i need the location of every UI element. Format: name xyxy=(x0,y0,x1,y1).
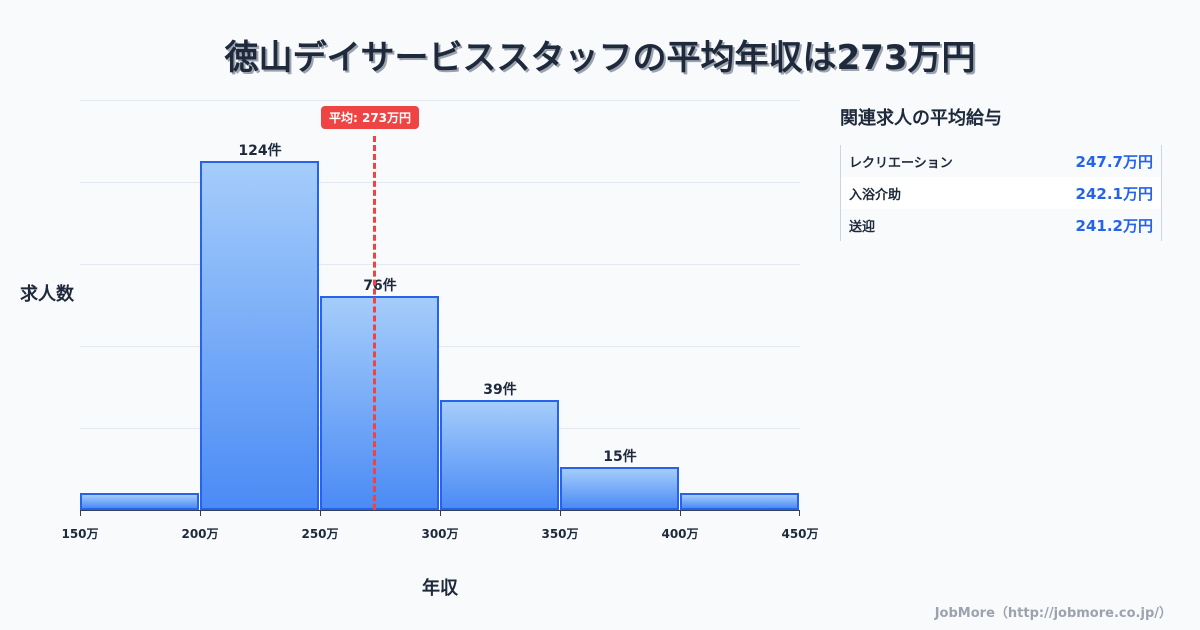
related-salary-row: 入浴介助 242.1万円 xyxy=(841,177,1161,209)
page-title: 徳山デイサービススタッフの平均年収は273万円 xyxy=(224,38,976,78)
y-axis-label: 求人数 xyxy=(20,284,74,305)
bar-300-350 xyxy=(440,400,559,510)
x-tick xyxy=(440,510,441,516)
job-tag-name: レクリエーション xyxy=(849,155,953,171)
x-tick xyxy=(799,510,800,516)
job-tag-name: 送迎 xyxy=(849,219,876,235)
job-tag-salary: 242.1万円 xyxy=(1075,184,1153,203)
x-tick-label: 150万 xyxy=(61,527,99,541)
bar-label: 124件 xyxy=(238,143,282,159)
job-tag-salary: 241.2万円 xyxy=(1075,216,1153,235)
job-tag-name: 入浴介助 xyxy=(849,187,902,203)
bar-250-300 xyxy=(320,296,439,510)
bar-label: 39件 xyxy=(483,382,517,398)
gridline xyxy=(80,264,800,265)
bar-200-250 xyxy=(200,161,319,510)
x-tick-label: 400万 xyxy=(661,527,699,541)
x-axis-label: 年収 xyxy=(422,578,458,599)
average-line xyxy=(373,136,376,510)
x-tick xyxy=(680,510,681,516)
x-tick xyxy=(320,510,321,516)
histogram-plot: 124件 76件 39件 15件 平均: 273万円 xyxy=(80,100,800,516)
gridline xyxy=(80,182,800,183)
related-salary-row: 送迎 241.2万円 xyxy=(841,209,1161,241)
x-tick-label: 450万 xyxy=(781,527,819,541)
x-tick-label: 300万 xyxy=(421,527,459,541)
x-tick-label: 250万 xyxy=(301,527,339,541)
average-badge: 平均: 273万円 xyxy=(321,106,420,129)
bar-label: 15件 xyxy=(603,449,637,465)
x-tick xyxy=(560,510,561,516)
job-tag-salary: 247.7万円 xyxy=(1075,152,1153,171)
x-tick xyxy=(80,510,81,516)
related-salaries-title: 関連求人の平均給与 xyxy=(840,108,1002,129)
x-tick-label: 200万 xyxy=(181,527,219,541)
bar-150-200 xyxy=(80,493,199,510)
x-tick-label: 350万 xyxy=(541,527,579,541)
related-salaries-table: レクリエーション 247.7万円 入浴介助 242.1万円 送迎 241.2万円 xyxy=(840,145,1162,241)
related-salary-row: レクリエーション 247.7万円 xyxy=(841,145,1161,177)
x-tick xyxy=(200,510,201,516)
gridline xyxy=(80,346,800,347)
source-credit: JobMore（http://jobmore.co.jp/） xyxy=(934,606,1172,621)
gridline xyxy=(80,100,800,101)
bar-400-450 xyxy=(680,493,799,510)
bar-label: 76件 xyxy=(363,278,397,294)
bar-350-400 xyxy=(560,467,679,510)
